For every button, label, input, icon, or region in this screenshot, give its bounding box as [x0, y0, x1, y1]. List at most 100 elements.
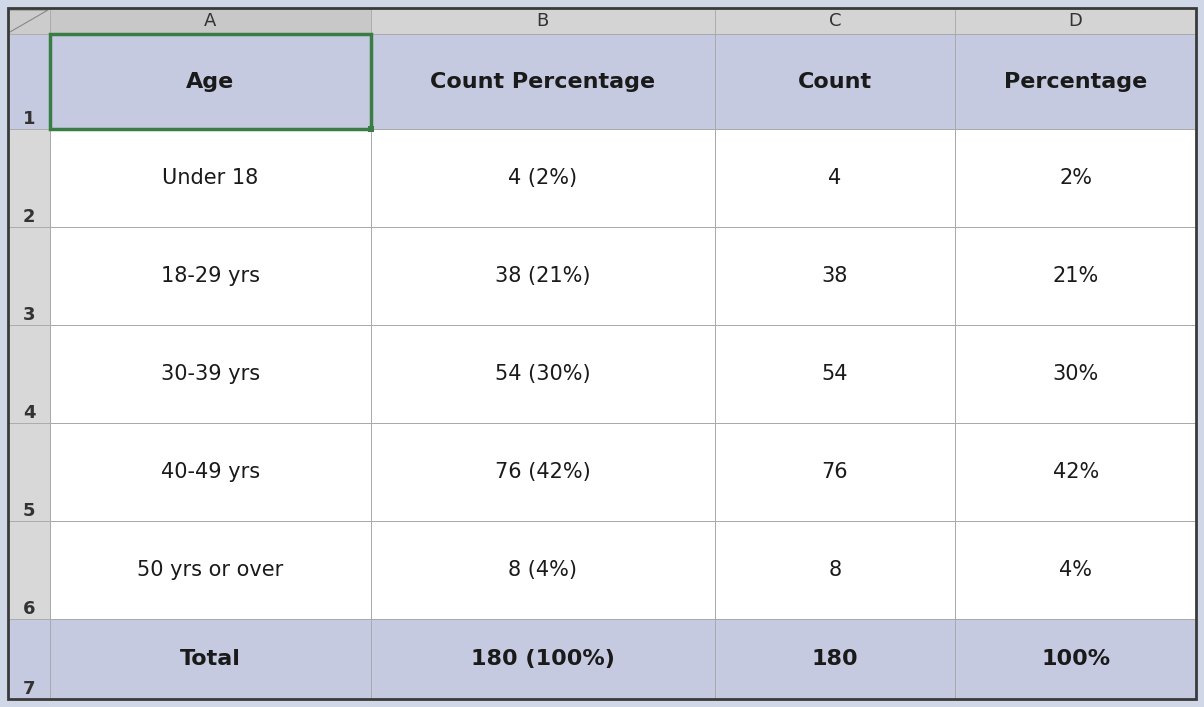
- Text: 5: 5: [23, 502, 35, 520]
- Bar: [715, 619, 955, 699]
- Bar: [8, 619, 51, 699]
- Bar: [51, 34, 371, 129]
- Bar: [8, 8, 51, 34]
- Text: 38: 38: [822, 266, 848, 286]
- Bar: [371, 423, 715, 521]
- Bar: [955, 325, 1196, 423]
- Bar: [955, 619, 1196, 699]
- Bar: [371, 521, 715, 619]
- Bar: [371, 34, 715, 129]
- Bar: [955, 619, 1196, 699]
- Text: 76 (42%): 76 (42%): [495, 462, 591, 482]
- Bar: [371, 521, 715, 619]
- Bar: [51, 325, 371, 423]
- Bar: [51, 129, 371, 227]
- Bar: [371, 34, 715, 129]
- Bar: [8, 8, 51, 34]
- Text: 21%: 21%: [1052, 266, 1099, 286]
- Bar: [955, 227, 1196, 325]
- Bar: [51, 227, 371, 325]
- Bar: [51, 423, 371, 521]
- Text: D: D: [1069, 12, 1082, 30]
- Text: 50 yrs or over: 50 yrs or over: [137, 560, 284, 580]
- Text: Percentage: Percentage: [1004, 71, 1147, 91]
- Bar: [51, 129, 371, 227]
- Bar: [715, 325, 955, 423]
- Bar: [371, 8, 715, 34]
- Bar: [51, 619, 371, 699]
- Text: 4: 4: [828, 168, 842, 188]
- Bar: [955, 325, 1196, 423]
- Bar: [715, 325, 955, 423]
- Text: 4%: 4%: [1060, 560, 1092, 580]
- Text: 3: 3: [23, 306, 35, 324]
- Text: 8: 8: [828, 560, 842, 580]
- Text: 18-29 yrs: 18-29 yrs: [161, 266, 260, 286]
- Text: B: B: [537, 12, 549, 30]
- Bar: [715, 227, 955, 325]
- Bar: [8, 619, 51, 699]
- Bar: [955, 521, 1196, 619]
- Bar: [8, 129, 51, 227]
- Text: 42%: 42%: [1052, 462, 1099, 482]
- Text: Under 18: Under 18: [163, 168, 259, 188]
- Bar: [8, 227, 51, 325]
- Bar: [955, 423, 1196, 521]
- Text: Age: Age: [187, 71, 235, 91]
- Bar: [715, 227, 955, 325]
- Bar: [371, 227, 715, 325]
- Text: 4: 4: [23, 404, 35, 422]
- Bar: [371, 325, 715, 423]
- Bar: [8, 423, 51, 521]
- Bar: [955, 227, 1196, 325]
- Bar: [8, 34, 51, 129]
- Bar: [715, 34, 955, 129]
- Text: 30%: 30%: [1052, 364, 1099, 384]
- Text: 76: 76: [821, 462, 849, 482]
- Bar: [955, 34, 1196, 129]
- Bar: [371, 619, 715, 699]
- Bar: [715, 34, 955, 129]
- Text: 100%: 100%: [1041, 649, 1110, 669]
- Bar: [8, 423, 51, 521]
- Bar: [51, 34, 371, 129]
- Text: 1: 1: [23, 110, 35, 128]
- Bar: [371, 8, 715, 34]
- Bar: [371, 325, 715, 423]
- Bar: [955, 521, 1196, 619]
- Bar: [51, 325, 371, 423]
- Text: 180 (100%): 180 (100%): [471, 649, 615, 669]
- Bar: [955, 8, 1196, 34]
- Bar: [715, 8, 955, 34]
- Bar: [715, 129, 955, 227]
- Text: C: C: [828, 12, 842, 30]
- Bar: [715, 423, 955, 521]
- Text: 2%: 2%: [1060, 168, 1092, 188]
- Bar: [8, 521, 51, 619]
- Bar: [8, 227, 51, 325]
- Bar: [715, 8, 955, 34]
- Text: Count Percentage: Count Percentage: [430, 71, 655, 91]
- Text: 40-49 yrs: 40-49 yrs: [161, 462, 260, 482]
- Bar: [8, 129, 51, 227]
- Bar: [955, 8, 1196, 34]
- Bar: [715, 423, 955, 521]
- Bar: [8, 521, 51, 619]
- Bar: [8, 325, 51, 423]
- Bar: [51, 521, 371, 619]
- Text: 38 (21%): 38 (21%): [495, 266, 590, 286]
- Bar: [715, 619, 955, 699]
- Bar: [51, 8, 371, 34]
- Bar: [715, 521, 955, 619]
- Bar: [8, 325, 51, 423]
- Bar: [371, 619, 715, 699]
- Bar: [715, 129, 955, 227]
- Text: 30-39 yrs: 30-39 yrs: [161, 364, 260, 384]
- Bar: [51, 8, 371, 34]
- Text: 2: 2: [23, 208, 35, 226]
- Text: 54: 54: [822, 364, 849, 384]
- Bar: [955, 423, 1196, 521]
- Bar: [51, 619, 371, 699]
- Bar: [955, 129, 1196, 227]
- Bar: [955, 34, 1196, 129]
